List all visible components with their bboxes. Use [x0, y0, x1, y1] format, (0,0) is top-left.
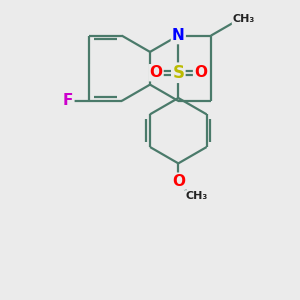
Text: O: O	[172, 174, 185, 189]
Text: CH₃: CH₃	[233, 14, 255, 24]
Text: S: S	[172, 64, 184, 82]
Text: F: F	[63, 94, 74, 109]
Text: N: N	[172, 28, 185, 43]
Text: O: O	[194, 65, 207, 80]
Text: CH₃: CH₃	[185, 191, 207, 201]
Text: O: O	[149, 65, 163, 80]
